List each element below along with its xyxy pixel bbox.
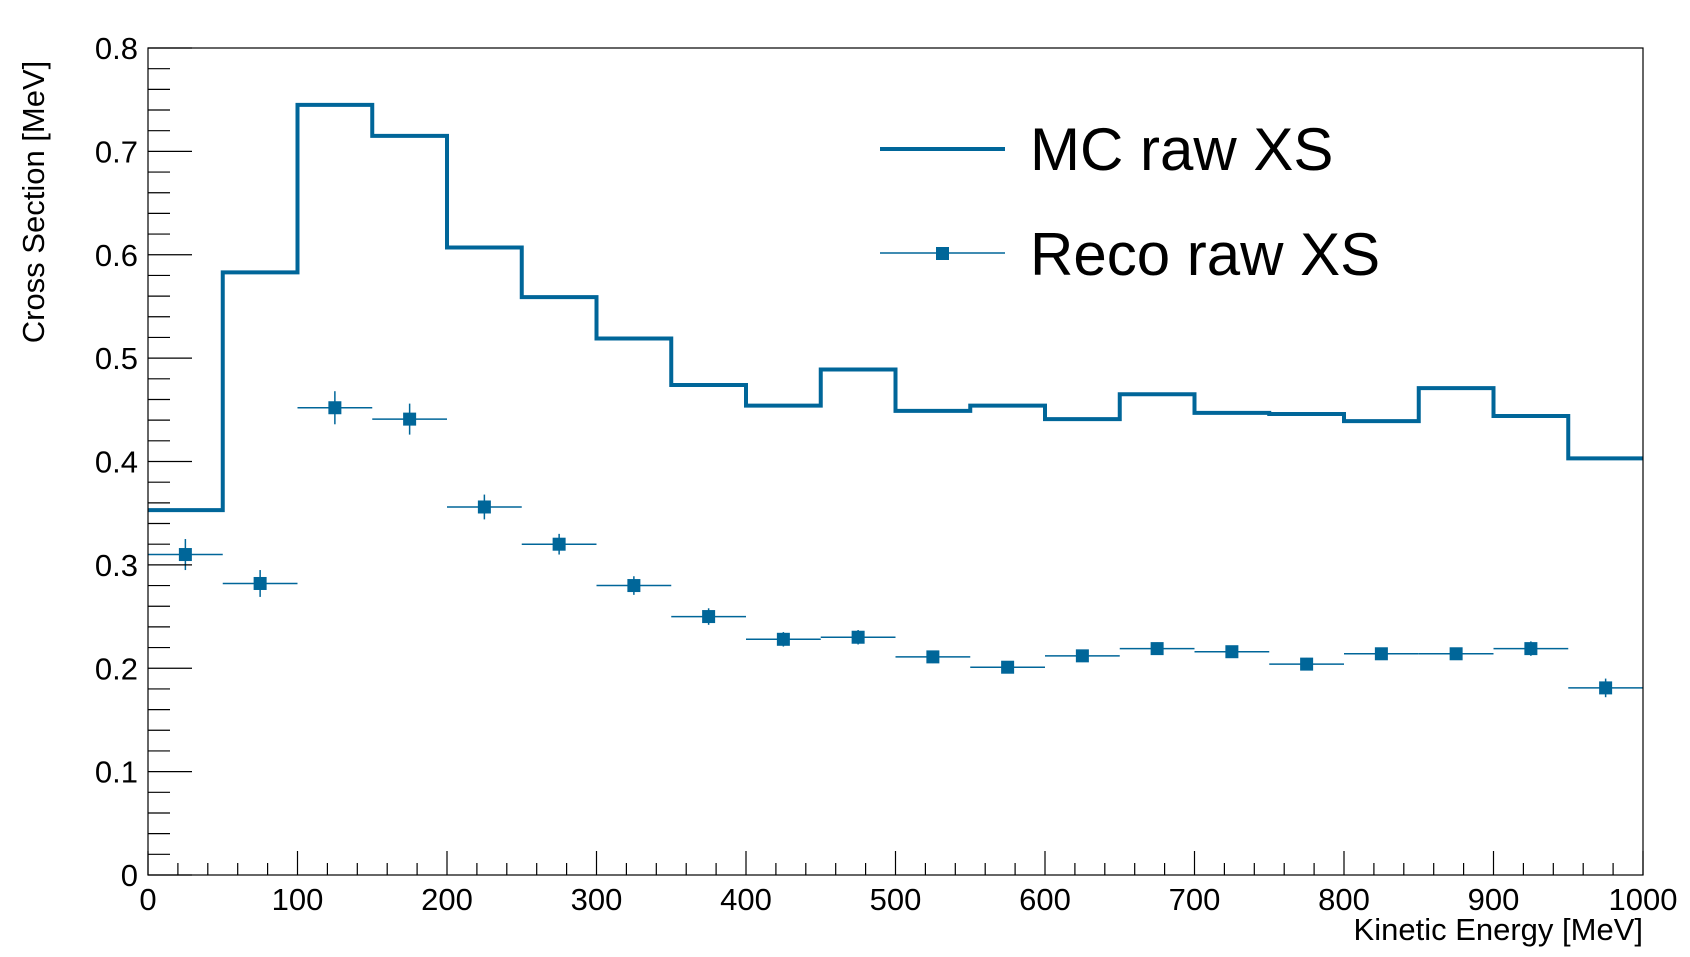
y-tick-label: 0.1 (95, 755, 138, 790)
x-tick-label: 900 (1468, 882, 1520, 917)
y-tick-label: 0 (121, 858, 138, 893)
x-axis-label: Kinetic Energy [MeV] (1354, 912, 1643, 947)
reco-point (926, 650, 940, 664)
legend-label-mc: MC raw XS (1030, 116, 1333, 183)
reco-point (851, 630, 865, 644)
x-tick-label: 600 (1019, 882, 1071, 917)
y-tick-label: 0.5 (95, 341, 138, 376)
y-tick-label: 0.4 (95, 445, 138, 480)
reco-point (627, 579, 641, 593)
plot-marks (148, 102, 1643, 698)
y-tick-label: 0.8 (95, 31, 138, 66)
axes: 0 100 200 300 400 500 600 700 800 900 1000 0 0.1 0.2 0… (95, 31, 1678, 917)
reco-point (702, 610, 716, 624)
reco-point (403, 412, 417, 426)
y-tick-label: 0.2 (95, 651, 138, 686)
x-tick-label: 400 (720, 882, 772, 917)
reco-point (776, 632, 790, 646)
reco-point (1524, 642, 1538, 656)
legend-label-reco: Reco raw XS (1030, 221, 1380, 288)
reco-point (1374, 647, 1388, 661)
y-axis-label: Cross Section [MeV] (16, 61, 51, 344)
x-tick-label: 500 (870, 882, 922, 917)
x-tick-label: 100 (272, 882, 324, 917)
x-tick-label: 700 (1169, 882, 1221, 917)
reco-point (1075, 649, 1089, 663)
y-tick-label: 0.3 (95, 548, 138, 583)
reco-point (328, 401, 342, 415)
reco-point (1300, 657, 1314, 671)
y-tick-label: 0.7 (95, 134, 138, 169)
x-tick-label: 800 (1318, 882, 1370, 917)
reco-point (1449, 647, 1463, 661)
legend-swatch-reco-marker (936, 247, 949, 260)
legend: MC raw XS Reco raw XS (880, 116, 1380, 288)
reco-point (1001, 660, 1015, 674)
x-tick-label: 200 (421, 882, 473, 917)
reco-point (178, 548, 192, 562)
mc-step-line (148, 102, 1643, 513)
x-tick-label: 0 (139, 882, 156, 917)
reco-point (253, 576, 267, 590)
reco-point (1599, 681, 1613, 695)
x-tick-label: 300 (571, 882, 623, 917)
x-tick-label: 1000 (1609, 882, 1678, 917)
reco-point (552, 537, 566, 551)
y-tick-label: 0.6 (95, 238, 138, 273)
reco-point (1225, 645, 1239, 659)
reco-point (477, 500, 491, 514)
reco-point (1150, 642, 1164, 656)
